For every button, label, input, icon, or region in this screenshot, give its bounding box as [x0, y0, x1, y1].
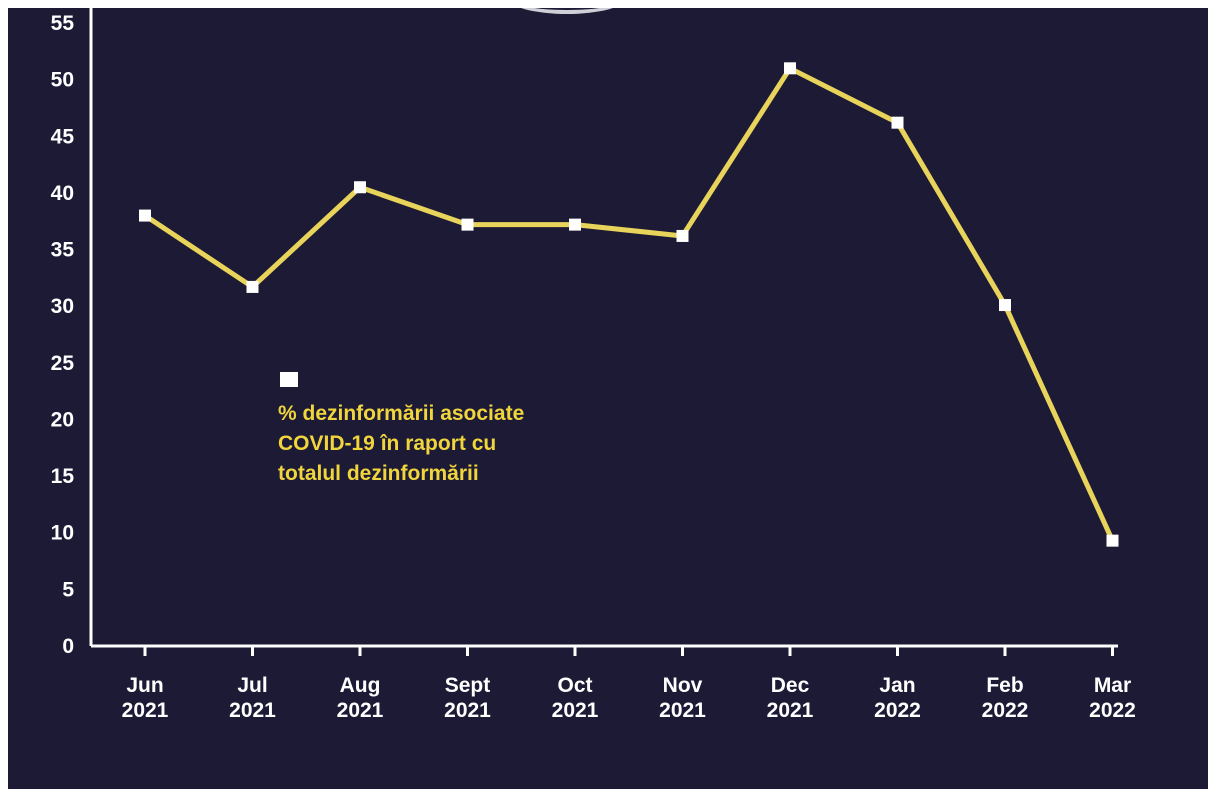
x-tick-label: Oct 2021	[552, 674, 599, 722]
x-tick-label-year: 2021	[444, 699, 491, 722]
x-tick-label-month: Jun	[126, 674, 163, 697]
legend-marker	[280, 372, 298, 387]
x-tick-label: Jan 2022	[874, 674, 921, 722]
series-line	[142, 65, 1115, 544]
x-tick-label: Feb 2022	[982, 674, 1029, 722]
y-tick-label: 5	[62, 578, 74, 601]
data-point-marker	[354, 181, 366, 194]
y-tick-label: 50	[51, 69, 74, 92]
data-point-marker	[676, 229, 689, 242]
data-point-marker	[784, 62, 796, 75]
data-point-marker	[569, 218, 581, 231]
x-tick-label-month: Sept	[445, 674, 491, 697]
y-tick-label: 40	[51, 182, 74, 205]
legend-label-line-3: totalul dezinformării	[278, 462, 479, 485]
x-tick-label: Mar 2022	[1089, 674, 1136, 722]
x-tick-label: Jun 2021	[122, 674, 169, 722]
x-tick-label-month: Feb	[986, 674, 1023, 697]
data-point-marker	[246, 280, 259, 293]
x-tick-label: Aug 2021	[337, 674, 384, 722]
x-tick-label-year: 2021	[122, 699, 169, 722]
y-tick-label: 20	[51, 408, 74, 431]
y-tick-label: 0	[62, 635, 74, 658]
y-tick-label: 15	[51, 465, 75, 488]
x-tick-label: Jul 2021	[229, 674, 276, 722]
chart-panel: 0 5 10 15 20 25 30 35 40 45 50 55 Jun 2021 Jul 2021 Aug 2…	[8, 8, 1208, 789]
y-tick-label: 10	[51, 522, 74, 545]
x-tick-label: Nov 2021	[659, 674, 706, 722]
data-point-marker	[999, 299, 1011, 312]
x-tick-label-month: Mar	[1094, 674, 1131, 697]
x-tick-label-month: Nov	[663, 674, 703, 697]
y-tick-label: 55	[51, 12, 75, 35]
legend-label-line-1: % dezinformării asociate	[278, 402, 525, 425]
legend-label-line-2: COVID-19 în raport cu	[278, 432, 497, 455]
y-tick-label: 25	[51, 352, 75, 375]
x-tick-label-month: Jul	[237, 674, 267, 697]
x-tick-label-year: 2022	[982, 699, 1029, 722]
y-tick-label: 35	[51, 239, 75, 262]
x-tick-label: Sept 2021	[444, 674, 491, 722]
x-tick-label: Dec 2021	[767, 674, 814, 722]
decorative-arc	[508, 8, 626, 14]
legend: % dezinformării asociate COVID-19 în rap…	[278, 372, 618, 489]
x-tick-label-year: 2021	[337, 699, 384, 722]
data-point-marker	[1106, 534, 1119, 547]
data-point-marker	[891, 116, 904, 129]
x-tick-label-year: 2021	[767, 699, 814, 722]
y-tick-label: 30	[51, 295, 74, 318]
x-tick-label-year: 2021	[552, 699, 599, 722]
x-tick-label-month: Dec	[771, 674, 810, 697]
x-tick-label-year: 2022	[874, 699, 921, 722]
x-tick-label-month: Jan	[879, 674, 915, 697]
x-tick-label-year: 2021	[659, 699, 706, 722]
data-point-marker	[139, 209, 151, 222]
x-tick-label-year: 2022	[1089, 699, 1136, 722]
x-tick-label-month: Aug	[340, 674, 381, 697]
x-tick-label-month: Oct	[557, 674, 592, 697]
x-tick-label-year: 2021	[229, 699, 276, 722]
data-point-marker	[461, 218, 474, 231]
y-tick-label: 45	[51, 125, 75, 148]
